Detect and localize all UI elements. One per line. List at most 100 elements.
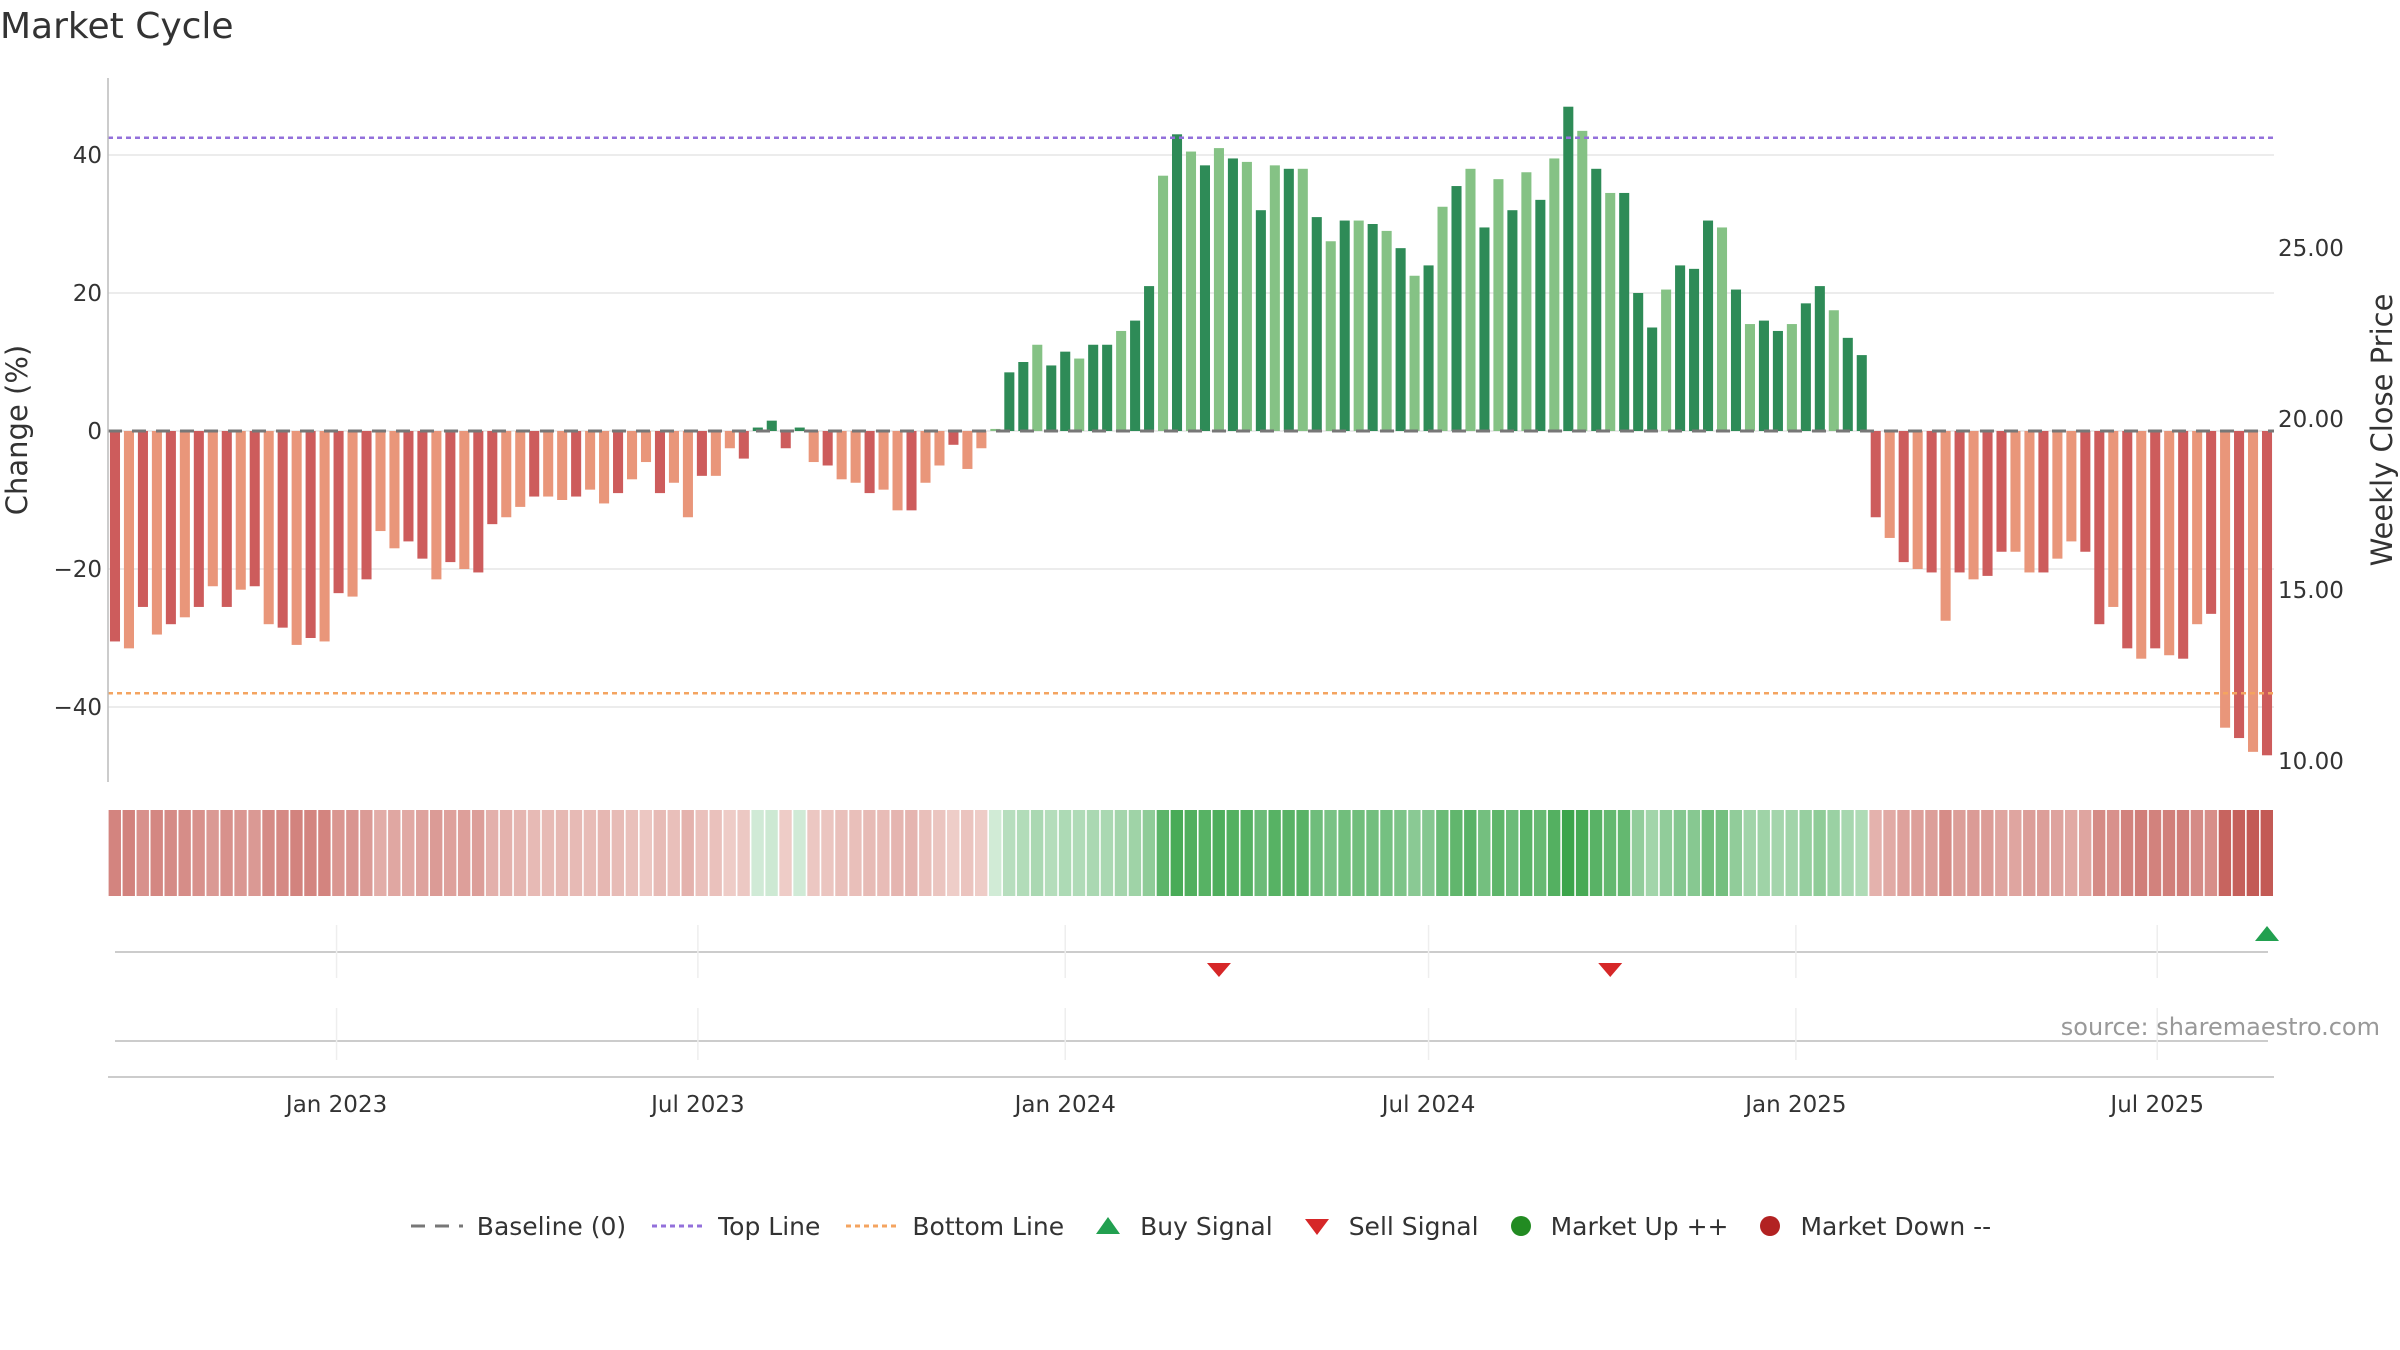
legend-label: Top Line xyxy=(718,1211,821,1241)
bar xyxy=(1437,206,1448,431)
bar xyxy=(2038,431,2049,573)
bar xyxy=(263,431,274,625)
heat-cell xyxy=(835,810,848,896)
heat-cell xyxy=(2037,810,2050,896)
bar xyxy=(417,431,428,559)
sell-triangle-icon xyxy=(1304,1219,1329,1235)
sell-signal-marker xyxy=(1206,963,1231,977)
heat-cell xyxy=(192,810,205,896)
bar xyxy=(2024,431,2035,573)
heat-cell xyxy=(1967,810,1980,896)
bar xyxy=(1675,265,1686,431)
bar xyxy=(2136,431,2147,659)
bar xyxy=(2122,431,2133,649)
heat-cell xyxy=(1282,810,1295,896)
heat-cell xyxy=(1114,810,1128,896)
bar xyxy=(1898,431,1909,563)
heat-cell xyxy=(178,810,191,896)
heat-cell xyxy=(1226,810,1239,896)
heat-cell xyxy=(1981,810,1994,896)
heat-cell xyxy=(1771,810,1784,896)
bottom-line-swatch-icon xyxy=(846,1224,899,1228)
heat-cell xyxy=(234,810,247,896)
heat-cell xyxy=(1044,810,1058,896)
bar xyxy=(696,431,707,476)
heat-cell xyxy=(402,810,415,896)
bar xyxy=(990,428,1001,431)
heat-cell xyxy=(541,810,555,896)
bar xyxy=(962,431,973,469)
bar xyxy=(920,431,931,483)
heat-cell xyxy=(625,810,639,896)
bar xyxy=(1451,186,1462,431)
bar xyxy=(487,431,498,525)
x-tick-label: Jul 2023 xyxy=(649,1092,745,1118)
buy-triangle-icon xyxy=(1096,1217,1121,1234)
heat-cell xyxy=(430,810,443,896)
heat-cell xyxy=(1072,810,1086,896)
bar xyxy=(892,431,903,511)
bar xyxy=(1269,165,1280,431)
heat-cell xyxy=(877,810,890,896)
heat-strip xyxy=(108,810,2273,896)
bar xyxy=(1996,431,2007,552)
bar xyxy=(403,431,414,542)
heat-cell xyxy=(1547,810,1561,896)
bar xyxy=(2206,431,2217,614)
bar xyxy=(2220,431,2231,728)
bar xyxy=(640,431,652,463)
heat-cell xyxy=(2023,810,2036,896)
bar xyxy=(1199,165,1211,431)
heat-cell xyxy=(793,810,806,896)
heat-cell xyxy=(849,810,862,896)
bar xyxy=(682,431,693,518)
bar xyxy=(1116,330,1127,431)
heat-cell xyxy=(1911,810,1924,896)
bar xyxy=(291,431,302,645)
bar xyxy=(1213,148,1224,431)
heat-cell xyxy=(1338,810,1351,896)
heat-cell xyxy=(388,810,401,896)
bar xyxy=(1241,161,1252,431)
bar xyxy=(1828,310,1839,431)
red-dot-icon xyxy=(1760,1216,1781,1236)
heat-cell xyxy=(583,810,597,896)
y-tick-label: 40 xyxy=(73,143,102,169)
heat-cell xyxy=(416,810,429,896)
bar xyxy=(738,431,749,459)
y-tick-label: 0 xyxy=(87,419,102,445)
bar xyxy=(878,431,889,490)
bar xyxy=(906,431,917,511)
bar xyxy=(864,431,875,494)
heat-cell xyxy=(2190,810,2204,896)
heat-cell xyxy=(1478,810,1491,896)
heat-cell xyxy=(667,810,680,896)
heat-cell xyxy=(2260,810,2273,896)
heat-cell xyxy=(1715,810,1729,896)
heat-cell xyxy=(1827,810,1840,896)
heat-cell xyxy=(206,810,219,896)
heat-cell xyxy=(751,810,764,896)
bar xyxy=(1032,344,1043,431)
bar xyxy=(543,431,554,497)
heat-cell xyxy=(360,810,373,896)
bar xyxy=(668,431,679,483)
bar xyxy=(1633,293,1644,431)
heat-cell xyxy=(136,810,149,896)
bar xyxy=(654,431,666,494)
baseline-swatch-icon xyxy=(410,1224,463,1228)
y-right-tick-label: 20.00 xyxy=(2278,407,2344,433)
bar xyxy=(179,431,190,618)
bar xyxy=(2192,431,2203,625)
bar xyxy=(1381,230,1392,431)
bar xyxy=(1870,431,1881,518)
bar xyxy=(599,431,610,504)
bar xyxy=(1423,265,1434,431)
bar xyxy=(1786,324,1797,431)
bar xyxy=(2234,431,2245,739)
bar xyxy=(347,431,358,597)
heat-cell xyxy=(1380,810,1393,896)
heat-cell xyxy=(1631,810,1645,896)
heat-cell xyxy=(1855,810,1868,896)
heat-cell xyxy=(681,810,694,896)
